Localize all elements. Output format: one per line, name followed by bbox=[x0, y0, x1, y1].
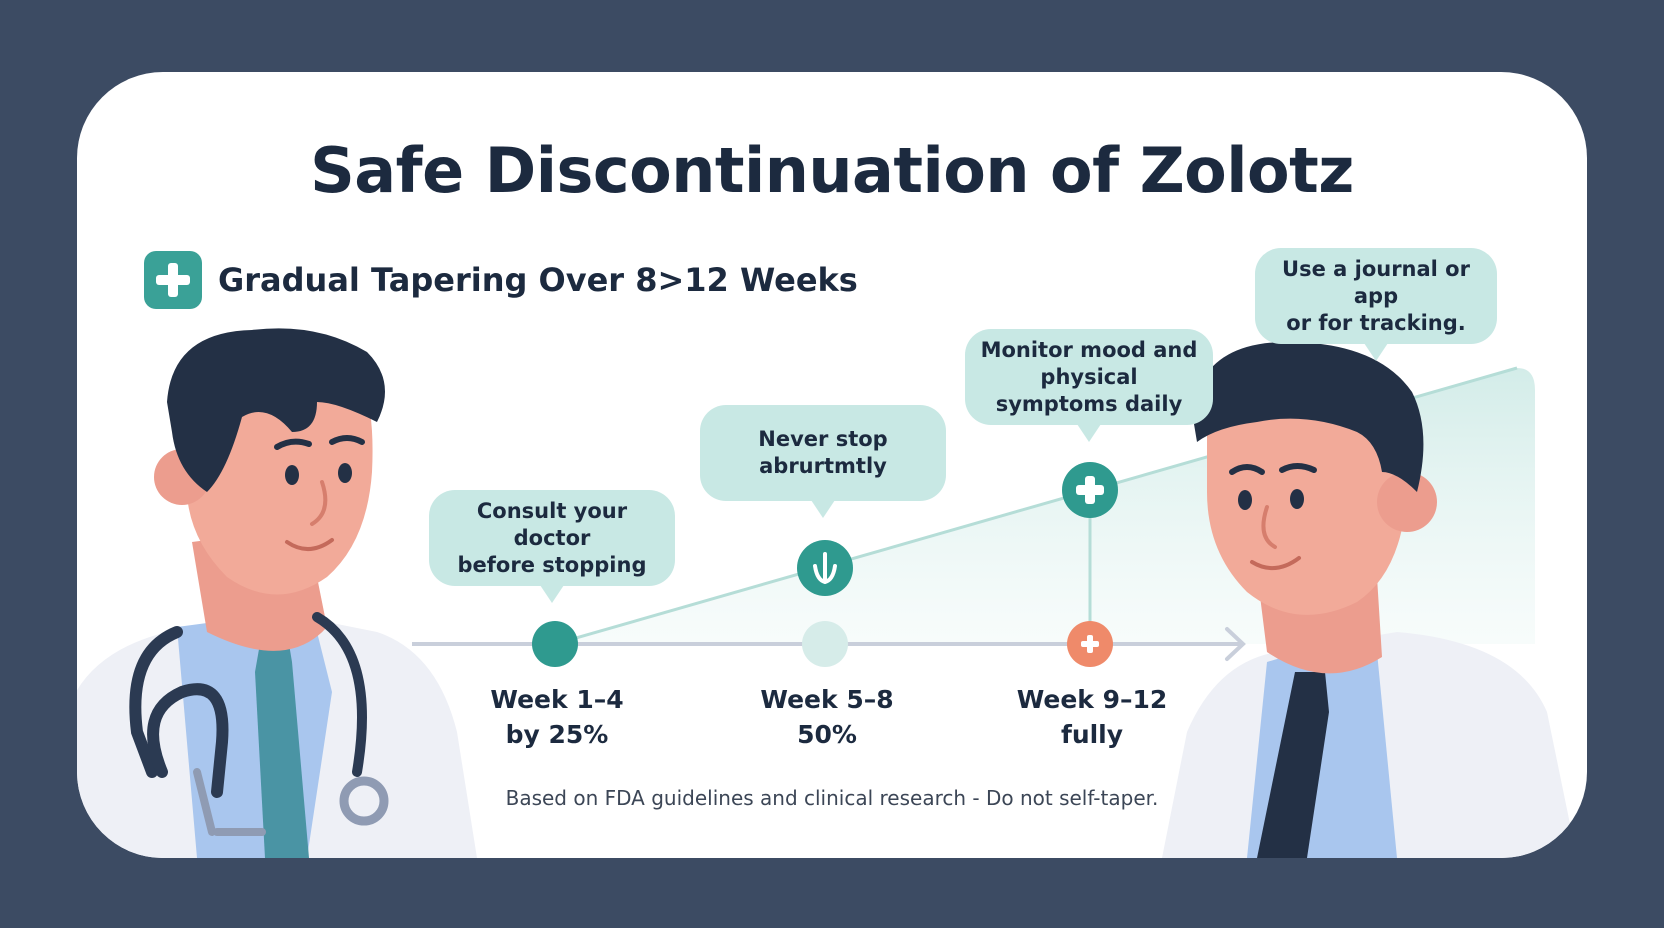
week-amount: fully bbox=[1060, 720, 1124, 749]
subtitle-row: Gradual Tapering Over 8>12 Weeks bbox=[144, 250, 858, 310]
week-range: Week 5–8 bbox=[760, 685, 894, 714]
illustration-layer bbox=[77, 328, 1577, 858]
timeline-dot-week-9-12 bbox=[1067, 621, 1113, 667]
page-title: Safe Discontinuation of Zolotz bbox=[310, 134, 1354, 207]
week-amount: by 25% bbox=[505, 720, 609, 749]
week-label-5-8: Week 5–8 50% bbox=[717, 682, 937, 752]
week-label-1-4: Week 1–4 by 25% bbox=[447, 682, 667, 752]
bubble-line: Monitor mood and bbox=[980, 337, 1198, 362]
bubble-never-stop: Never stop abrurtmtly bbox=[700, 405, 946, 518]
week-range: Week 1–4 bbox=[490, 685, 624, 714]
bubble-use-journal: Use a journal or app or for tracking. bbox=[1255, 248, 1497, 361]
bubble-line: Use a journal or app bbox=[1282, 256, 1470, 308]
bubble-line: Consult your doctor bbox=[476, 498, 628, 550]
infographic-card: Safe Discontinuation of Zolotz Gradual T… bbox=[77, 72, 1587, 858]
week-amount: 50% bbox=[797, 720, 857, 749]
week-label-9-12: Week 9–12 fully bbox=[982, 682, 1202, 752]
timeline-dot-week-5-8 bbox=[802, 621, 848, 667]
bubble-line: physical symptoms daily bbox=[995, 364, 1183, 416]
bubble-line: before stopping bbox=[457, 552, 647, 577]
footnote: Based on FDA guidelines and clinical res… bbox=[505, 786, 1159, 810]
timeline-arrow-icon bbox=[1225, 627, 1246, 661]
plus-icon bbox=[144, 251, 202, 309]
bubble-monitor-mood: Monitor mood and physical symptoms daily bbox=[965, 329, 1213, 442]
bubble-line: or for tracking. bbox=[1286, 310, 1466, 335]
timeline-dot-week-1-4 bbox=[532, 621, 578, 667]
doctor-left-illustration bbox=[77, 328, 477, 858]
doctor-right-illustration bbox=[1162, 342, 1577, 858]
week-range: Week 9–12 bbox=[1016, 685, 1168, 714]
bubble-line: Never stop bbox=[758, 427, 888, 451]
down-arrow-icon bbox=[797, 540, 853, 596]
subtitle: Gradual Tapering Over 8>12 Weeks bbox=[218, 261, 858, 299]
plus-icon bbox=[1062, 462, 1118, 518]
stethoscope-icon bbox=[312, 612, 367, 777]
bubble-consult-doctor: Consult your doctor before stopping bbox=[429, 490, 675, 603]
bubble-line: abrurtmtly bbox=[759, 454, 887, 478]
